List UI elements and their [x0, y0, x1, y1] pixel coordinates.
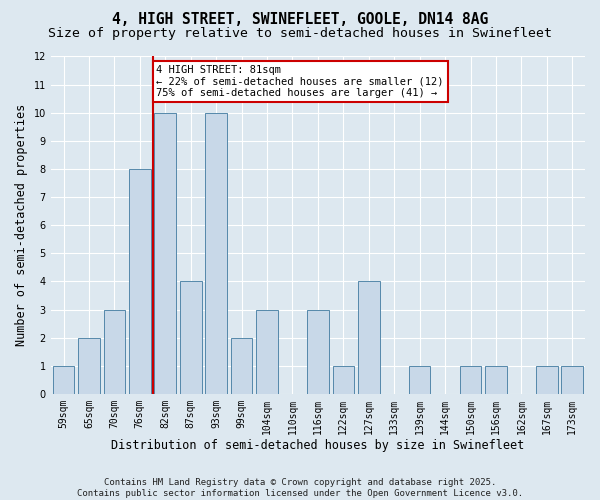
Bar — [256, 310, 278, 394]
Bar — [536, 366, 557, 394]
Bar — [332, 366, 354, 394]
Bar — [231, 338, 253, 394]
Bar — [78, 338, 100, 394]
Bar — [409, 366, 430, 394]
Text: 4 HIGH STREET: 81sqm
← 22% of semi-detached houses are smaller (12)
75% of semi-: 4 HIGH STREET: 81sqm ← 22% of semi-detac… — [157, 65, 444, 98]
Bar — [129, 169, 151, 394]
Text: 4, HIGH STREET, SWINEFLEET, GOOLE, DN14 8AG: 4, HIGH STREET, SWINEFLEET, GOOLE, DN14 … — [112, 12, 488, 28]
Bar — [358, 282, 380, 394]
Text: Contains HM Land Registry data © Crown copyright and database right 2025.
Contai: Contains HM Land Registry data © Crown c… — [77, 478, 523, 498]
Bar — [53, 366, 74, 394]
Text: Size of property relative to semi-detached houses in Swinefleet: Size of property relative to semi-detach… — [48, 28, 552, 40]
Bar — [485, 366, 507, 394]
Bar — [205, 112, 227, 394]
Bar — [154, 112, 176, 394]
Bar — [460, 366, 481, 394]
Bar — [562, 366, 583, 394]
Bar — [180, 282, 202, 394]
Bar — [104, 310, 125, 394]
Bar — [307, 310, 329, 394]
X-axis label: Distribution of semi-detached houses by size in Swinefleet: Distribution of semi-detached houses by … — [111, 440, 524, 452]
Y-axis label: Number of semi-detached properties: Number of semi-detached properties — [15, 104, 28, 346]
